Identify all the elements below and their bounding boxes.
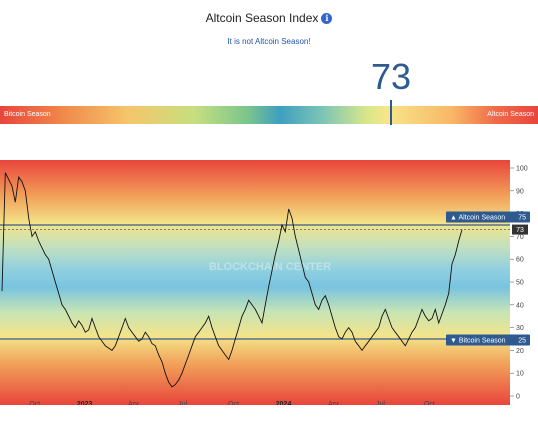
x-tick-label: Oct [424,401,435,405]
y-tick-label: 30 [516,325,524,332]
chart-background [0,160,510,405]
bitcoin-season-badge-value: 25 [518,338,526,345]
info-icon[interactable]: i [321,13,333,24]
index-series-line [1,172,463,388]
altcoin-season-badge-label: ▲ Altcoin Season [450,215,505,222]
altcoin-season-badge-value: 75 [518,215,526,222]
x-tick-label: Oct [228,401,239,405]
x-tick-label: Apr [328,401,340,405]
season-status-text: It is not Altcoin Season! [227,37,311,46]
index-history-chart[interactable]: BLOCKCHAIN CENTER 1009080706050403020100… [0,160,538,405]
y-tick-label: 60 [516,257,524,264]
watermark-text: BLOCKCHAIN CENTER [209,261,331,273]
current-value-badge-bg [512,224,528,235]
y-tick-label: 70 [516,234,524,241]
page-title-text: Altcoin Season Index [205,11,319,25]
y-tick-label: 100 [516,166,528,173]
scale-needle [390,100,392,125]
y-tick-label: 40 [516,302,524,309]
threshold-lines [0,224,510,340]
bitcoin-season-badge: ▼ Bitcoin Season 25 [446,334,530,346]
y-tick-label: 0 [516,394,520,401]
scale-label-bitcoin: Bitcoin Season [4,111,51,118]
index-value: 73 [370,56,412,97]
bitcoin-season-badge-bg [446,334,530,346]
current-value-badge: 73 [512,224,528,235]
y-tick-label: 50 [516,280,524,287]
x-tick-label: 2024 [276,401,292,405]
current-value-badge-label: 73 [516,227,524,234]
y-tick-label: 10 [516,371,524,378]
x-axis: Oct 2023 Apr Jul Oct 2024 Apr Jul Oct [29,401,435,405]
x-tick-label: Oct [29,401,40,405]
y-axis: 1009080706050403020100 [510,166,528,401]
bitcoin-season-badge-label: ▼ Bitcoin Season [450,338,506,345]
chart-svg: BLOCKCHAIN CENTER 1009080706050403020100… [0,160,530,405]
altcoin-season-badge: ▲ Altcoin Season 75 [446,211,530,223]
season-scale-bar: Bitcoin Season Altcoin Season [0,106,538,124]
x-tick-label: Jul [376,401,385,405]
scale-label-altcoin: Altcoin Season [487,111,534,118]
y-tick-label: 90 [516,188,524,195]
x-tick-label: Apr [128,401,140,405]
y-tick-label: 20 [516,348,524,355]
x-tick-label: 2023 [77,401,93,405]
x-tick-label: Jul [178,401,187,405]
threshold-badges: ▲ Altcoin Season 75 ▼ Bitcoin Season 25 73 [446,211,530,346]
altcoin-season-badge-bg [446,211,530,223]
page-title: Altcoin Season Index i [0,11,538,25]
